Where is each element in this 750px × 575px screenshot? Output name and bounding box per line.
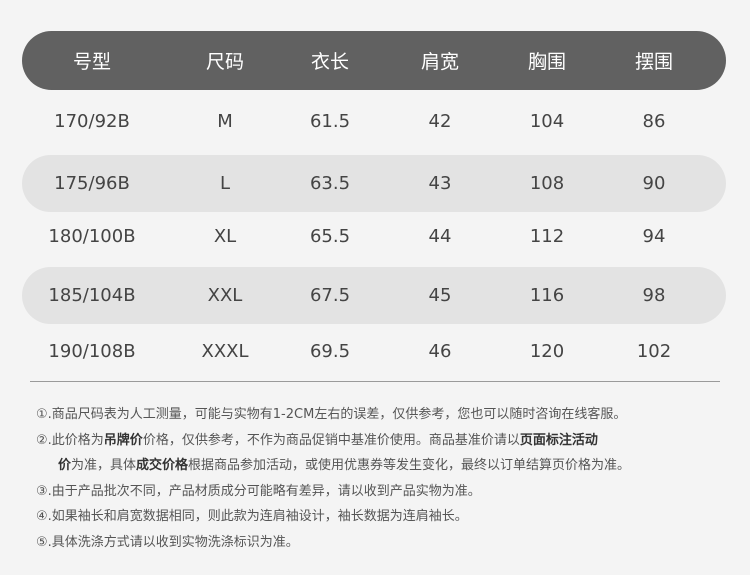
- table-cell: 170/92B: [54, 111, 130, 132]
- table-cell: XXXL: [201, 341, 249, 362]
- table-cell: 45: [428, 285, 452, 306]
- table-cell: 86: [642, 111, 666, 132]
- table-cell: 67.5: [309, 285, 351, 306]
- note-text: 根据商品参加活动，或使用优惠券等发生变化，最终以订单结算页价格为准。: [188, 458, 631, 473]
- table-cell: 94: [642, 226, 666, 247]
- note-text: 为准，具体: [71, 458, 137, 473]
- header-cell: 摆围: [634, 51, 673, 73]
- note-bold: 吊牌价: [103, 432, 143, 448]
- note-bold: 页面标注活动: [519, 432, 598, 448]
- header-cell: 号型: [72, 51, 111, 73]
- table-cell: 44: [428, 226, 452, 247]
- table-cell: 108: [529, 173, 565, 194]
- table-cell: 90: [642, 173, 666, 194]
- table-row: 170/92B M 61.5 42 104 86: [22, 93, 726, 150]
- table-cell: 63.5: [309, 173, 351, 194]
- table-cell: 190/108B: [48, 341, 136, 362]
- table-cell: 46: [428, 341, 452, 362]
- note-text: ②.此价格为: [36, 432, 104, 448]
- table-cell: 120: [529, 341, 565, 362]
- table-cell: 42: [428, 111, 452, 132]
- note-bold: 价: [58, 458, 72, 473]
- table-header: 号型 尺码 衣长 肩宽 胸围 摆围: [22, 31, 726, 90]
- table-cell: 185/104B: [48, 285, 136, 306]
- note-2: ②.此价格为吊牌价价格，仅供参考，不作为商品促销中基准价使用。商品基准价请以页面…: [36, 428, 736, 454]
- header-cell: 尺码: [205, 51, 244, 73]
- table-cell: 65.5: [309, 226, 351, 247]
- note-5: ⑤.具体洗涤方式请以收到实物洗涤标识为准。: [36, 534, 299, 550]
- note-bold: 成交价格: [136, 458, 189, 473]
- table-cell: 43: [428, 173, 452, 194]
- table-cell: 98: [642, 285, 666, 306]
- table-cell: 180/100B: [48, 226, 136, 247]
- table-cell: XXL: [207, 285, 243, 306]
- note-4: ④.如果袖长和肩宽数据相同，则此款为连肩袖设计，袖长数据为连肩袖长。: [36, 509, 468, 524]
- divider: [30, 381, 720, 382]
- table-row: 190/108B XXXL 69.5 46 120 102: [22, 323, 726, 380]
- table-cell: 61.5: [309, 111, 351, 132]
- table-cell: XL: [213, 226, 237, 247]
- table-cell: 175/96B: [54, 173, 130, 194]
- note-text: 价格，仅供参考，不作为商品促销中基准价使用。商品基准价请以: [142, 432, 520, 448]
- table-row: 185/104B XXL 67.5 45 116 98: [22, 267, 726, 324]
- note-1: ①.商品尺码表为人工测量，可能与实物有1-2CM左右的误差，仅供参考，您也可以随…: [36, 407, 627, 422]
- table-cell: 116: [529, 285, 565, 306]
- header-cell: 衣长: [310, 51, 349, 73]
- notes: ①.商品尺码表为人工测量，可能与实物有1-2CM左右的误差，仅供参考，您也可以随…: [36, 402, 736, 555]
- table-row: 180/100B XL 65.5 44 112 94: [22, 208, 726, 265]
- table-cell: 112: [529, 226, 565, 247]
- header-cell: 肩宽: [420, 51, 459, 73]
- table-cell: L: [219, 173, 231, 194]
- table-row: 175/96B L 63.5 43 108 90: [22, 155, 726, 212]
- header-cell: 胸围: [527, 51, 566, 73]
- table-cell: 102: [636, 341, 672, 362]
- table-cell: 104: [529, 111, 565, 132]
- table-cell: M: [217, 111, 233, 132]
- table-cell: 69.5: [309, 341, 351, 362]
- note-2-cont: 价为准，具体成交价格根据商品参加活动，或使用优惠券等发生变化，最终以订单结算页价…: [36, 453, 736, 479]
- note-3: ③.由于产品批次不同，产品材质成分可能略有差异，请以收到产品实物为准。: [36, 483, 481, 499]
